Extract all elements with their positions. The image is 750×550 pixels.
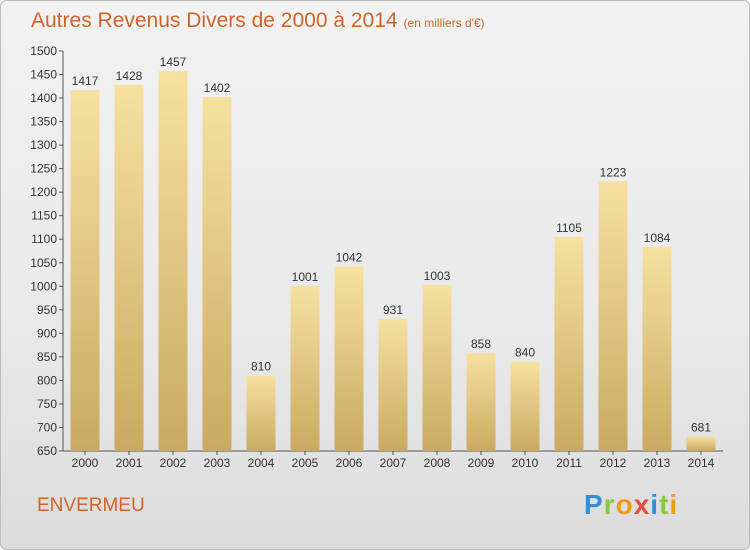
bar [378, 318, 408, 451]
x-tick-label: 2012 [600, 456, 627, 470]
bar [686, 436, 716, 451]
y-tick-label: 1250 [30, 162, 57, 176]
logo-letter: o [615, 489, 634, 520]
chart-bars: 1417 1428 1457 1402 810 1001 1042 931 1003 858 840… [70, 55, 716, 451]
bar-value-label: 1402 [204, 81, 231, 95]
x-tick-label: 2009 [468, 456, 495, 470]
x-tick-label: 2006 [336, 456, 363, 470]
bar-value-label: 1428 [116, 69, 143, 83]
bar [290, 285, 320, 451]
logo-letter: x [633, 489, 651, 520]
y-tick-label: 750 [37, 397, 57, 411]
bar-value-label: 681 [691, 420, 711, 434]
x-tick-label: 2003 [204, 456, 231, 470]
bar-value-label: 1003 [424, 269, 451, 283]
x-tick-label: 2010 [512, 456, 539, 470]
bar-value-label: 1417 [72, 74, 99, 88]
bar-value-label: 810 [251, 360, 271, 374]
chart-title: Autres Revenus Divers de 2000 à 2014 (en … [31, 9, 485, 33]
bar-value-label: 931 [383, 303, 403, 317]
bar-value-label: 858 [471, 337, 491, 351]
x-tick-label: 2008 [424, 456, 451, 470]
y-tick-label: 1300 [30, 138, 57, 152]
bar [598, 181, 628, 451]
y-tick-label: 1400 [30, 91, 57, 105]
logo-letter: t [659, 489, 670, 520]
x-tick-label: 2014 [688, 456, 715, 470]
logo-letter: i [650, 489, 660, 520]
bar [202, 97, 232, 451]
y-tick-label: 700 [37, 420, 57, 434]
y-tick-label: 650 [37, 444, 57, 458]
y-tick-label: 1350 [30, 115, 57, 129]
bar [554, 236, 584, 451]
bar [158, 71, 188, 451]
y-tick-label: 850 [37, 350, 57, 364]
logo-letter: P [584, 489, 604, 520]
logo-letter: r [603, 489, 616, 520]
x-tick-label: 2004 [248, 456, 275, 470]
y-tick-label: 950 [37, 303, 57, 317]
chart-unit-subtitle: (en milliers d'€) [403, 16, 485, 30]
bar-value-label: 840 [515, 346, 535, 360]
y-tick-label: 900 [37, 326, 57, 340]
bar-value-label: 1105 [556, 221, 582, 235]
bar-value-label: 1042 [336, 251, 363, 265]
bar [422, 284, 452, 451]
y-tick-label: 800 [37, 373, 57, 387]
bar-value-label: 1457 [160, 55, 187, 69]
y-tick-label: 1050 [30, 256, 57, 270]
bar-value-label: 1084 [644, 231, 671, 245]
x-tick-label: 2007 [380, 456, 407, 470]
y-tick-label: 1500 [30, 44, 57, 58]
proxiti-logo: Proxiti [584, 489, 678, 521]
y-tick-label: 1100 [31, 232, 57, 246]
bar-value-label: 1001 [292, 270, 319, 284]
bar [70, 90, 100, 451]
y-tick-label: 1000 [30, 279, 57, 293]
y-tick-label: 1450 [30, 68, 57, 82]
bar [642, 246, 672, 451]
x-tick-label: 2005 [292, 456, 319, 470]
bar [114, 84, 144, 451]
y-tick-label: 1150 [31, 209, 57, 223]
bar-value-label: 1223 [600, 165, 627, 179]
logo-letter: i [669, 489, 679, 520]
x-tick-label: 2002 [160, 456, 187, 470]
bar [246, 375, 276, 451]
x-tick-label: 2011 [556, 456, 582, 470]
x-tick-label: 2000 [72, 456, 99, 470]
y-tick-label: 1200 [30, 185, 57, 199]
chart-title-text: Autres Revenus Divers de 2000 à 2014 [31, 9, 398, 32]
bar [334, 266, 364, 451]
town-name: ENVERMEU [37, 495, 145, 516]
bar [466, 353, 496, 451]
x-tick-label: 2001 [116, 456, 143, 470]
x-tick-label: 2013 [644, 456, 671, 470]
bar [510, 361, 540, 451]
